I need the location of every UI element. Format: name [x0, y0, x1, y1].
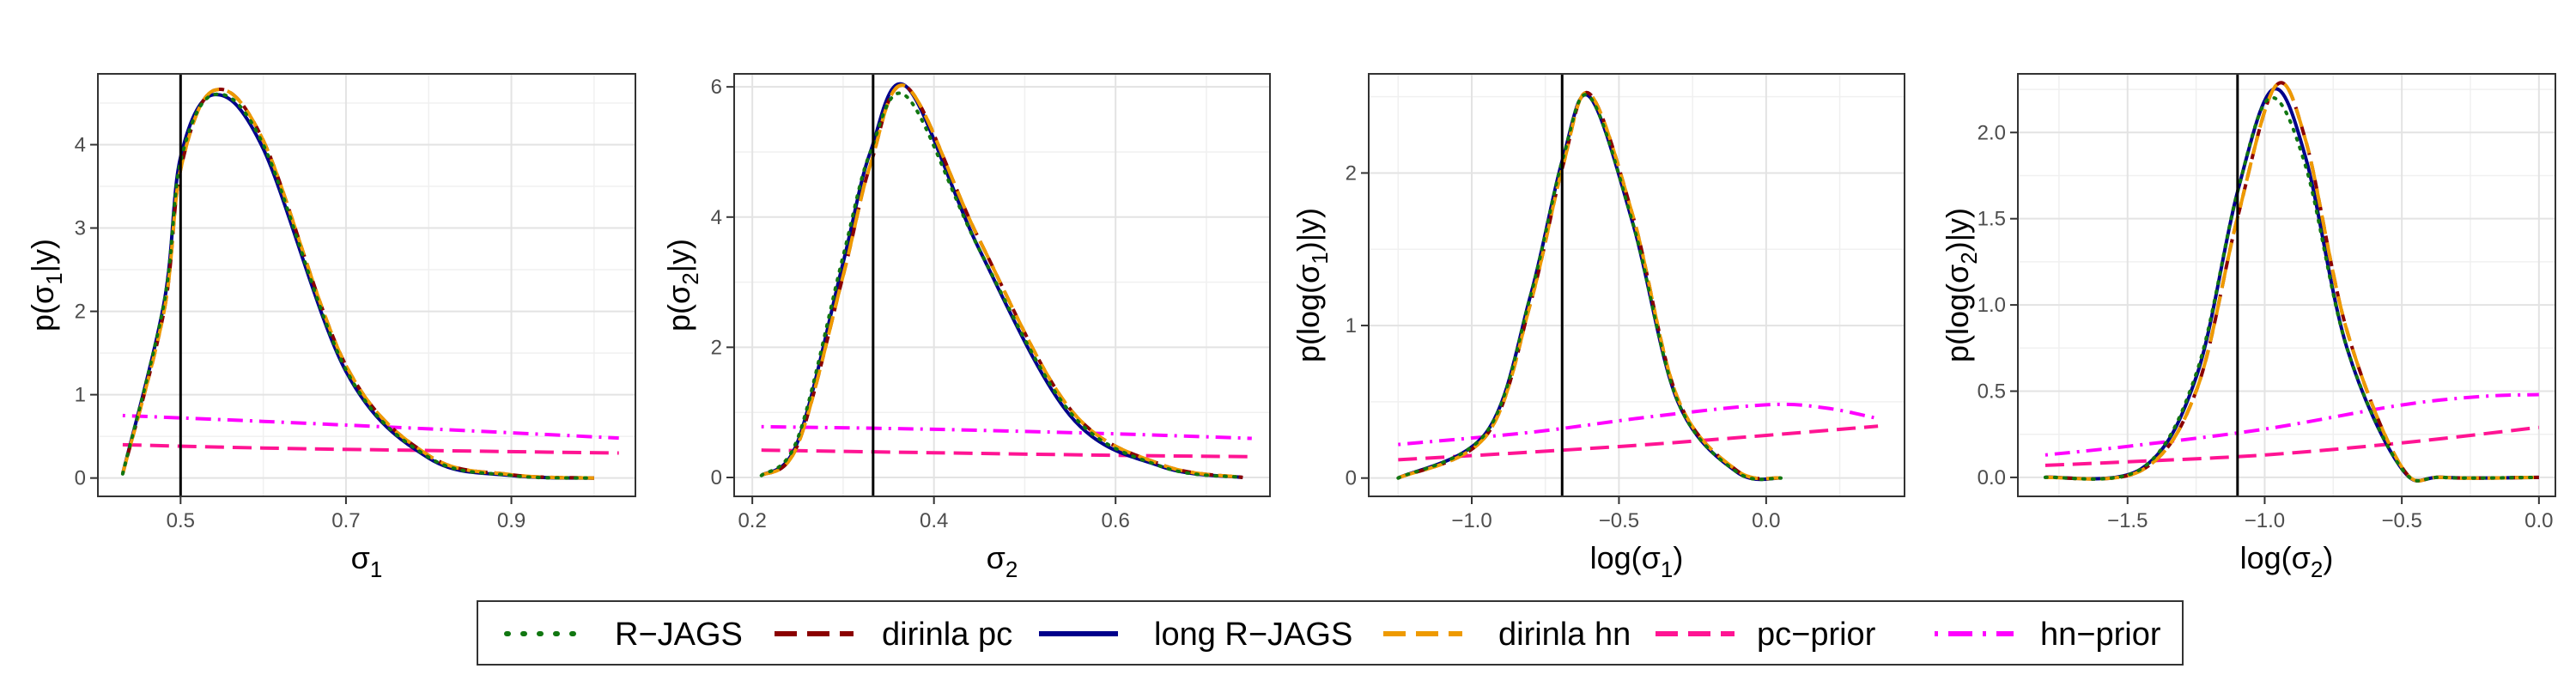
x-axis-title-subscript: 1 — [1661, 556, 1673, 582]
y-tick-label: 4 — [711, 206, 722, 229]
series-line-pc_prior — [122, 442, 619, 455]
x-axis-title-suffix: ) — [1673, 540, 1683, 575]
y-tick-label: 0 — [711, 466, 722, 489]
y-tick-label: 0 — [1346, 467, 1357, 490]
plot-background — [2018, 74, 2555, 496]
y-tick-label: 6 — [711, 76, 722, 99]
legend-label-hn_prior: hn−prior — [2040, 617, 2161, 653]
y-axis-title-subscript: 1 — [41, 272, 67, 284]
series-line-pc_prior — [761, 448, 1252, 459]
y-tick-label: 1 — [75, 384, 86, 407]
x-tick-label: 0.0 — [1752, 509, 1780, 532]
x-tick-label: 0.9 — [497, 509, 526, 532]
series-line-dirinla_hn — [120, 88, 594, 480]
series-line-hn_prior — [1398, 402, 1879, 447]
x-axis-title-main: log(σ — [2240, 540, 2311, 575]
panel-border — [733, 73, 1271, 497]
legend-label-dirinla_pc: dirinla pc — [882, 617, 1012, 653]
y-tick-label: 2 — [1346, 161, 1357, 185]
y-axis-title-suffix: )|y) — [1291, 208, 1326, 252]
y-tick-label: 4 — [75, 133, 86, 156]
panel-border — [2017, 73, 2556, 497]
y-tick-label: 1 — [1346, 314, 1357, 337]
x-axis-title-main: σ — [987, 540, 1005, 575]
plot-background — [98, 74, 635, 496]
y-axis-title-main: p(σ — [25, 285, 60, 331]
x-tick-label: −1.0 — [1451, 509, 1492, 532]
x-tick-label: −1.5 — [2107, 509, 2148, 532]
y-axis-title-suffix: |y) — [25, 239, 60, 272]
x-axis-title: σ2 — [987, 540, 1018, 582]
x-axis-title: log(σ2) — [2240, 540, 2334, 582]
y-tick-label: 2.0 — [1978, 121, 2006, 144]
legend-label-dirinla_hn: dirinla hn — [1498, 617, 1631, 653]
legend-label-rjags: R−JAGS — [615, 617, 743, 653]
legend-label-long_rjags: long R−JAGS — [1154, 617, 1352, 653]
x-axis-title: log(σ1) — [1590, 540, 1684, 582]
series-line-pc_prior — [2044, 425, 2540, 467]
series-line-hn_prior — [122, 413, 619, 441]
legend-label-pc_prior: pc−prior — [1757, 617, 1876, 653]
y-tick-label: 0 — [75, 467, 86, 490]
x-tick-label: 0.5 — [167, 509, 195, 532]
y-tick-label: 2 — [75, 301, 86, 324]
y-tick-label: 2 — [711, 336, 722, 359]
series-line-hn_prior — [761, 424, 1252, 441]
x-tick-label: −0.5 — [1599, 509, 1639, 532]
y-axis-title: p(log(σ2)|y) — [1940, 208, 1982, 362]
legend-box — [477, 600, 2184, 666]
y-axis-title-main: p(log(σ — [1291, 264, 1326, 362]
x-tick-label: −0.5 — [2381, 509, 2421, 532]
y-axis-title: p(σ1|y) — [25, 239, 67, 331]
x-tick-label: 0.2 — [738, 509, 766, 532]
x-tick-label: 0.4 — [920, 509, 948, 532]
y-tick-label: 3 — [75, 217, 86, 240]
legend: R−JAGS dirinla pc long R−JAGS dirinla hn pc−… — [477, 600, 2184, 666]
series-line-hn_prior — [2044, 392, 2539, 457]
y-axis-title: p(σ2|y) — [661, 239, 703, 331]
x-axis-title-subscript: 1 — [370, 556, 382, 582]
x-tick-label: 0.6 — [1102, 509, 1130, 532]
panel-4: −1.5 −1.0 −0.5 0.00.00.51.01.52.0log(σ2)p(l… — [1940, 73, 2556, 582]
y-axis-title-subscript: 2 — [677, 272, 703, 284]
x-axis-title-main: log(σ — [1590, 540, 1661, 575]
y-tick-label: 1.0 — [1978, 294, 2006, 317]
y-axis-title: p(log(σ1)|y) — [1291, 208, 1333, 362]
series-group — [120, 88, 619, 480]
y-tick-label: 0.0 — [1978, 466, 2006, 489]
y-axis-title-subscript: 1 — [1307, 252, 1333, 264]
y-tick-label: 1.5 — [1978, 208, 2006, 231]
x-axis-title-main: σ — [351, 540, 370, 575]
y-axis-title-suffix: |y) — [661, 239, 696, 272]
series-group — [759, 82, 1252, 479]
series-line-rjags — [2043, 95, 2541, 483]
panel-border — [97, 73, 636, 497]
x-axis-title-subscript: 2 — [2311, 556, 2323, 582]
x-tick-label: 0.7 — [331, 509, 360, 532]
plot-background — [1369, 74, 1905, 496]
series-line-rjags — [759, 91, 1245, 479]
y-axis-title-suffix: )|y) — [1940, 208, 1975, 252]
panel-border — [1368, 73, 1905, 497]
y-axis-title-subscript: 2 — [1956, 252, 1982, 264]
y-tick-label: 0.5 — [1978, 380, 2006, 404]
series-line-dirinla_hn — [760, 83, 1243, 479]
x-tick-label: −1.0 — [2245, 509, 2285, 532]
y-axis-title-main: p(σ — [661, 285, 696, 331]
series-line-rjags — [120, 92, 596, 480]
series-group — [2043, 81, 2541, 483]
y-axis-title-main: p(log(σ — [1940, 264, 1975, 362]
x-axis-title-suffix: ) — [2323, 540, 2333, 575]
series-line-rjags — [1396, 93, 1783, 482]
x-axis-title: σ1 — [351, 540, 383, 582]
series-group — [1396, 90, 1879, 482]
x-tick-label: 0.0 — [2524, 509, 2553, 532]
x-axis-title-subscript: 2 — [1005, 556, 1018, 582]
series-line-pc_prior — [1398, 424, 1879, 462]
